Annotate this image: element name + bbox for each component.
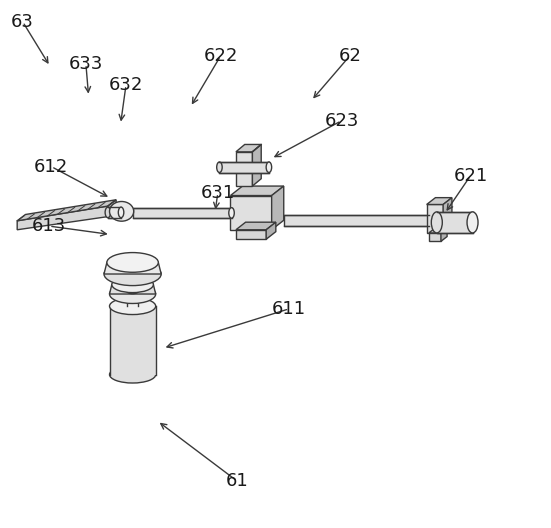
Polygon shape xyxy=(426,197,452,204)
Ellipse shape xyxy=(266,162,272,173)
Text: 62: 62 xyxy=(338,47,361,65)
Polygon shape xyxy=(272,186,284,230)
Ellipse shape xyxy=(110,285,156,304)
Polygon shape xyxy=(426,204,443,233)
Polygon shape xyxy=(437,212,473,233)
Text: 63: 63 xyxy=(11,13,34,31)
Polygon shape xyxy=(219,162,269,173)
Ellipse shape xyxy=(217,162,222,173)
Polygon shape xyxy=(108,200,116,216)
Ellipse shape xyxy=(118,207,124,218)
Ellipse shape xyxy=(110,366,156,383)
Polygon shape xyxy=(266,222,276,239)
Text: 633: 633 xyxy=(69,55,103,73)
Polygon shape xyxy=(443,197,452,233)
Text: 611: 611 xyxy=(272,300,306,318)
Text: 632: 632 xyxy=(109,76,143,94)
Ellipse shape xyxy=(127,304,138,308)
Polygon shape xyxy=(230,195,272,230)
Polygon shape xyxy=(17,206,108,230)
Ellipse shape xyxy=(431,212,442,233)
Polygon shape xyxy=(17,200,116,221)
Polygon shape xyxy=(236,222,276,230)
Text: 622: 622 xyxy=(203,47,237,65)
Ellipse shape xyxy=(104,262,161,286)
Ellipse shape xyxy=(110,202,134,221)
Text: 623: 623 xyxy=(325,112,359,130)
Polygon shape xyxy=(429,233,441,241)
Polygon shape xyxy=(236,230,266,239)
Polygon shape xyxy=(441,228,447,241)
Ellipse shape xyxy=(229,208,234,218)
Polygon shape xyxy=(284,215,429,225)
Text: 621: 621 xyxy=(453,166,488,184)
Ellipse shape xyxy=(467,212,478,233)
Polygon shape xyxy=(236,152,252,186)
Polygon shape xyxy=(230,186,284,195)
Polygon shape xyxy=(252,145,261,186)
Polygon shape xyxy=(133,208,231,218)
Text: 631: 631 xyxy=(201,184,235,202)
Polygon shape xyxy=(236,145,261,152)
Polygon shape xyxy=(429,228,447,233)
Ellipse shape xyxy=(107,252,158,272)
Text: 61: 61 xyxy=(226,472,249,490)
Polygon shape xyxy=(110,285,156,294)
Ellipse shape xyxy=(105,207,111,218)
Ellipse shape xyxy=(127,289,138,294)
Polygon shape xyxy=(127,291,138,306)
Ellipse shape xyxy=(110,298,156,315)
Polygon shape xyxy=(108,207,121,218)
Polygon shape xyxy=(104,262,161,274)
Ellipse shape xyxy=(112,277,153,293)
Polygon shape xyxy=(110,306,156,374)
Text: 612: 612 xyxy=(34,157,68,176)
Text: 613: 613 xyxy=(32,217,66,235)
